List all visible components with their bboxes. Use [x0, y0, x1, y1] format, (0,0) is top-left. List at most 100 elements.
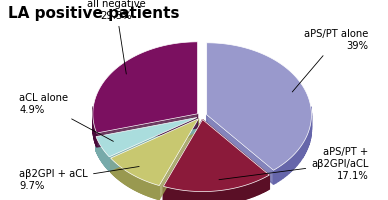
Polygon shape: [112, 160, 113, 174]
Polygon shape: [138, 178, 139, 192]
Polygon shape: [166, 187, 167, 200]
Polygon shape: [125, 170, 126, 185]
Polygon shape: [130, 174, 131, 188]
Polygon shape: [244, 185, 245, 200]
Polygon shape: [188, 191, 189, 200]
Polygon shape: [276, 167, 278, 183]
Polygon shape: [258, 180, 259, 195]
Polygon shape: [96, 117, 197, 151]
Polygon shape: [177, 189, 178, 200]
Polygon shape: [251, 183, 253, 197]
Polygon shape: [237, 187, 239, 200]
Polygon shape: [124, 169, 125, 184]
Polygon shape: [289, 157, 291, 173]
Polygon shape: [236, 187, 237, 200]
Polygon shape: [250, 183, 251, 198]
Polygon shape: [165, 187, 166, 200]
Polygon shape: [241, 186, 242, 200]
Polygon shape: [148, 182, 149, 196]
Polygon shape: [136, 177, 137, 191]
Polygon shape: [248, 184, 249, 199]
Polygon shape: [119, 166, 120, 180]
Polygon shape: [274, 169, 276, 184]
Polygon shape: [123, 169, 124, 183]
Polygon shape: [185, 191, 187, 200]
Polygon shape: [163, 120, 269, 192]
Polygon shape: [291, 155, 293, 171]
Polygon shape: [128, 172, 129, 187]
Polygon shape: [109, 117, 197, 171]
Polygon shape: [245, 185, 246, 199]
Polygon shape: [170, 188, 171, 200]
Polygon shape: [281, 164, 283, 180]
Polygon shape: [139, 178, 140, 193]
Polygon shape: [228, 189, 229, 200]
Polygon shape: [255, 181, 256, 196]
Polygon shape: [265, 177, 266, 191]
Polygon shape: [230, 189, 232, 200]
Polygon shape: [150, 183, 151, 197]
Polygon shape: [114, 162, 115, 176]
Polygon shape: [144, 180, 145, 195]
Polygon shape: [278, 166, 281, 181]
Polygon shape: [298, 148, 300, 164]
Polygon shape: [208, 191, 210, 200]
Polygon shape: [111, 159, 112, 173]
Polygon shape: [145, 181, 146, 195]
Polygon shape: [163, 120, 203, 200]
Polygon shape: [263, 178, 264, 193]
Polygon shape: [187, 191, 188, 200]
Polygon shape: [203, 120, 269, 189]
Polygon shape: [175, 189, 177, 200]
Polygon shape: [180, 190, 181, 200]
Polygon shape: [169, 188, 170, 200]
Polygon shape: [232, 188, 233, 200]
Polygon shape: [256, 181, 258, 195]
Polygon shape: [157, 185, 158, 199]
Polygon shape: [195, 191, 197, 200]
Polygon shape: [215, 191, 217, 200]
Polygon shape: [152, 184, 153, 198]
Polygon shape: [268, 175, 269, 190]
Polygon shape: [235, 188, 236, 200]
Polygon shape: [116, 164, 117, 178]
Polygon shape: [181, 190, 182, 200]
Polygon shape: [111, 119, 198, 186]
Polygon shape: [113, 161, 114, 175]
Polygon shape: [126, 171, 127, 185]
Polygon shape: [171, 188, 173, 200]
Polygon shape: [135, 176, 136, 191]
Polygon shape: [143, 180, 144, 194]
Polygon shape: [262, 179, 263, 193]
Polygon shape: [159, 119, 198, 200]
Text: aβ2GPI + aCL
9.7%: aβ2GPI + aCL 9.7%: [19, 166, 139, 191]
Polygon shape: [246, 185, 248, 199]
Polygon shape: [296, 150, 298, 166]
Polygon shape: [178, 190, 180, 200]
Polygon shape: [306, 135, 307, 152]
Polygon shape: [131, 174, 132, 188]
Polygon shape: [184, 190, 185, 200]
Polygon shape: [121, 168, 122, 182]
Polygon shape: [202, 192, 204, 200]
Polygon shape: [194, 191, 195, 200]
Polygon shape: [137, 177, 138, 192]
Polygon shape: [158, 185, 159, 199]
Polygon shape: [223, 190, 225, 200]
Polygon shape: [287, 159, 289, 175]
Polygon shape: [267, 176, 268, 190]
Polygon shape: [308, 131, 309, 147]
Polygon shape: [118, 165, 119, 180]
Polygon shape: [94, 126, 95, 142]
Polygon shape: [218, 191, 219, 200]
Polygon shape: [222, 190, 223, 200]
Polygon shape: [149, 182, 150, 197]
Polygon shape: [300, 146, 301, 162]
Polygon shape: [285, 161, 287, 177]
Polygon shape: [97, 114, 197, 147]
Polygon shape: [254, 182, 255, 196]
Polygon shape: [201, 192, 202, 200]
Polygon shape: [117, 164, 118, 178]
Polygon shape: [133, 175, 134, 190]
Polygon shape: [229, 189, 230, 200]
